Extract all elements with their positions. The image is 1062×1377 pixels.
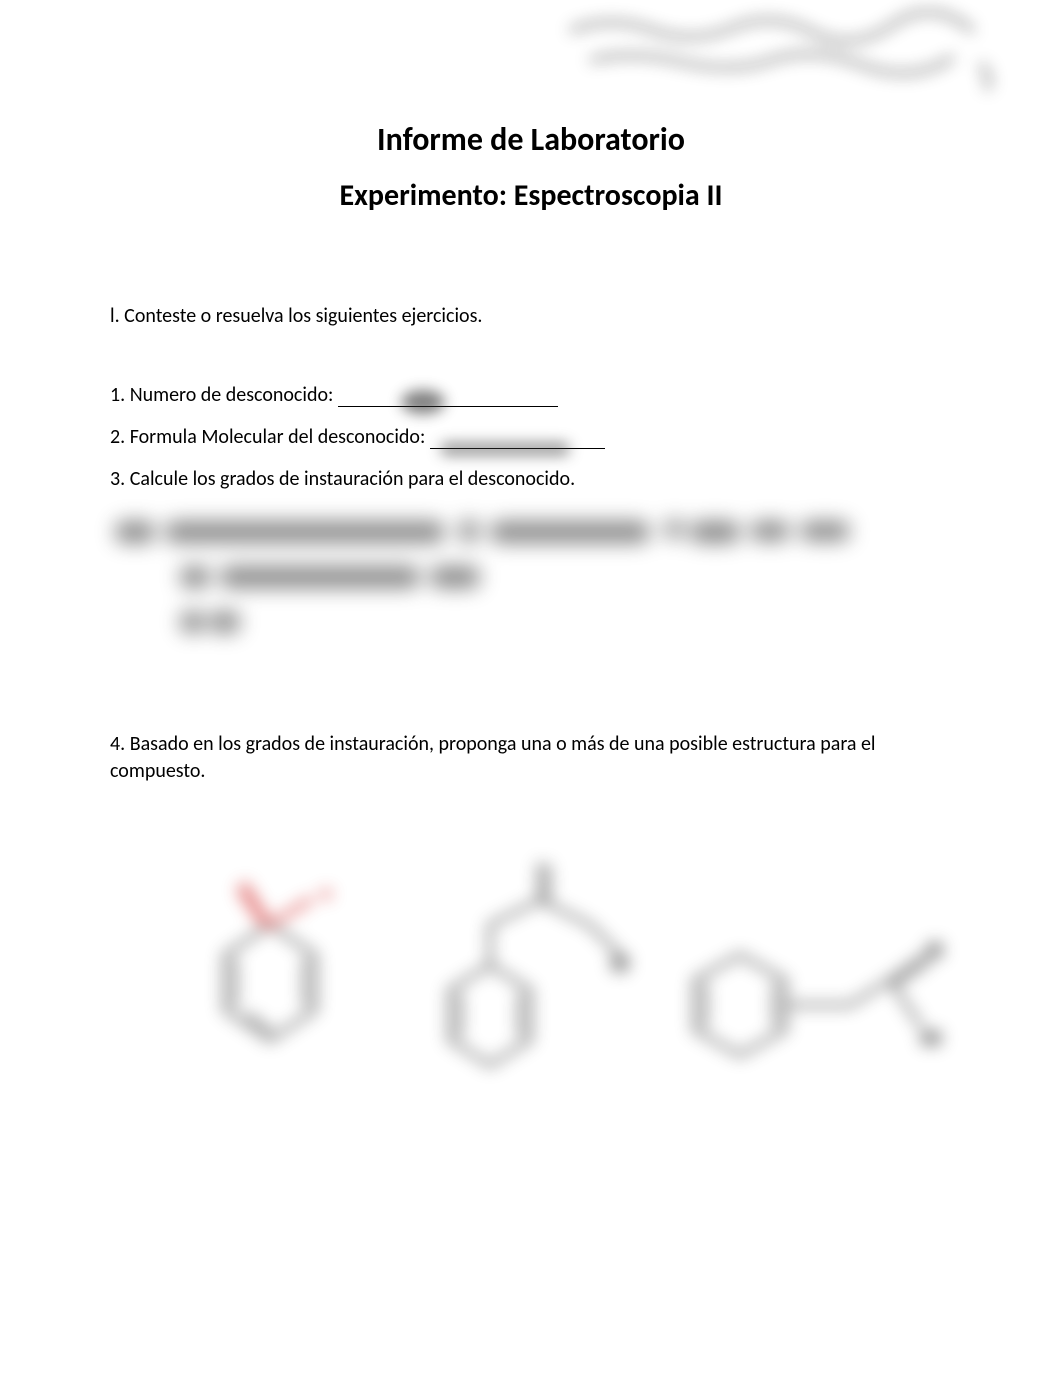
question-1: 1. Numero de desconocido: xyxy=(110,383,952,407)
document-page: Informe de Laboratorio Experimento: Espe… xyxy=(0,0,1062,1155)
structure-2 xyxy=(420,845,640,1095)
title-line-2: Experimento: Espectroscopia II xyxy=(110,177,952,214)
structures-area: ■ xyxy=(110,815,952,1095)
q2-blank-line xyxy=(430,448,605,449)
svg-text:■: ■ xyxy=(320,882,332,906)
question-4: 4. Basado en los grados de instauración,… xyxy=(110,731,952,785)
q3-work-area xyxy=(110,511,952,671)
q2-answer-blur xyxy=(435,438,585,460)
q1-blank-line xyxy=(338,406,558,407)
section-instruction: l. Conteste o resuelva los siguientes ej… xyxy=(110,304,952,328)
header-handwriting xyxy=(552,10,1032,90)
structure-1: ■ xyxy=(170,815,370,1075)
question-3: 3. Calcule los grados de instauración pa… xyxy=(110,467,952,491)
title-line-1: Informe de Laboratorio xyxy=(110,120,952,159)
q3-work-blur xyxy=(110,511,950,671)
q1-label: 1. Numero de desconocido: xyxy=(110,383,338,407)
structure-3 xyxy=(680,895,960,1075)
q1-answer-blur xyxy=(393,388,453,416)
question-2: 2. Formula Molecular del desconocido: xyxy=(110,425,952,449)
q2-label: 2. Formula Molecular del desconocido: xyxy=(110,425,430,449)
